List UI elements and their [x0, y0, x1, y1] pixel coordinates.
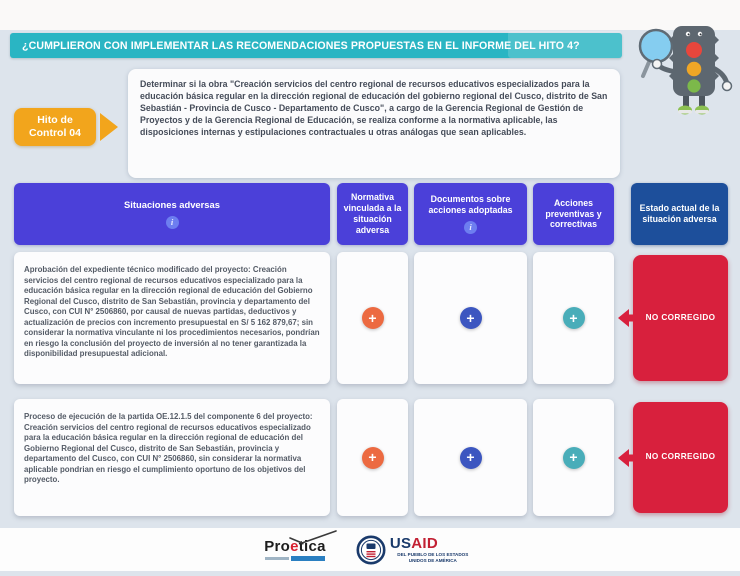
acciones-cell-2: + — [533, 399, 614, 516]
traffic-light-mascot-icon — [633, 10, 733, 118]
usaid-caption: DEL PUEBLO DE LOS ESTADOS UNIDOS DE AMÉR… — [397, 552, 469, 563]
situacion-adversa-text-1: Aprobación del expediente técnico modifi… — [14, 252, 330, 384]
proetica-wordmark: Proetica — [264, 538, 326, 555]
header-documentos-acciones: Documentos sobre acciones adoptadas i — [414, 183, 527, 245]
info-icon[interactable]: i — [464, 220, 477, 234]
normativa-cell-2: + — [337, 399, 408, 516]
expand-plus-icon[interactable]: + — [562, 446, 585, 469]
documentos-cell-2: + — [414, 399, 527, 516]
status-badge: NO CORREGIDO — [618, 402, 728, 513]
usaid-us: US — [389, 534, 412, 552]
expand-plus-icon[interactable]: + — [459, 307, 482, 329]
footer: Proetica USAID DEL PUEBLO DE LOS ESTADOS… — [0, 528, 740, 571]
header-label: Estado actual de la situación adversa — [639, 203, 720, 224]
header-acciones-preventivas: Acciones preventivas y correctivas — [533, 183, 614, 245]
normativa-cell-1: + — [337, 252, 408, 384]
info-icon[interactable]: i — [165, 215, 179, 229]
header-label: Acciones preventivas y correctivas — [545, 197, 602, 230]
hito-arrow-icon — [100, 113, 118, 141]
status-arrow-icon — [618, 309, 634, 327]
status-arrow-icon — [618, 448, 634, 467]
hito-control-badge: Hito de Control 04 — [14, 108, 96, 146]
usaid-seal-icon — [356, 535, 386, 564]
proetica-tagline — [264, 556, 326, 561]
top-strip — [0, 0, 740, 30]
usaid-wordmark: USAID — [390, 536, 476, 551]
proetica-tagline-bar — [291, 556, 325, 561]
expand-plus-icon[interactable]: + — [361, 446, 384, 469]
status-label: NO CORREGIDO — [645, 452, 716, 462]
usaid-aid: AID — [411, 534, 438, 552]
header-label: Documentos sobre acciones adoptadas — [428, 194, 513, 215]
objective-text: Determinar si la obra "Creación servicio… — [128, 69, 620, 178]
documentos-cell-1: + — [414, 252, 527, 384]
header-normativa-vinculada: Normativa vinculada a la situación adver… — [337, 183, 408, 245]
expand-plus-icon[interactable]: + — [562, 307, 585, 329]
header-label: Situaciones adversas — [124, 199, 220, 211]
acciones-cell-1: + — [533, 252, 614, 384]
hito-badge-line1: Hito de — [37, 113, 73, 126]
header-label: Normativa vinculada a la situación adver… — [343, 192, 402, 235]
status-label: NO CORREGIDO — [645, 312, 716, 322]
status-badge: NO CORREGIDO — [618, 255, 728, 381]
hito-badge-line2: Control 04 — [29, 127, 81, 139]
banner-highlight — [508, 31, 622, 58]
proetica-tagline-bar — [265, 557, 289, 560]
expand-plus-icon[interactable]: + — [459, 446, 482, 469]
traffic-light-mascot-svg — [638, 26, 733, 115]
proetica-logo: Proetica — [264, 530, 337, 561]
title-banner: ¿CUMPLIERON CON IMPLEMENTAR LAS RECOMEND… — [10, 31, 622, 58]
proetica-pro: Pro — [264, 538, 291, 555]
proetica-e: e — [290, 538, 299, 555]
expand-plus-icon[interactable]: + — [361, 307, 384, 329]
usaid-logo: USAID DEL PUEBLO DE LOS ESTADOS UNIDOS D… — [356, 535, 476, 565]
header-situaciones-adversas: Situaciones adversas i — [14, 183, 330, 245]
usaid-text-block: USAID DEL PUEBLO DE LOS ESTADOS UNIDOS D… — [390, 536, 476, 564]
situacion-adversa-text-2: Proceso de ejecución de la partida OE.12… — [14, 399, 330, 516]
proetica-check-icon — [289, 530, 337, 544]
page-title: ¿CUMPLIERON CON IMPLEMENTAR LAS RECOMEND… — [22, 39, 580, 52]
header-estado-actual: Estado actual de la situación adversa — [631, 183, 728, 245]
